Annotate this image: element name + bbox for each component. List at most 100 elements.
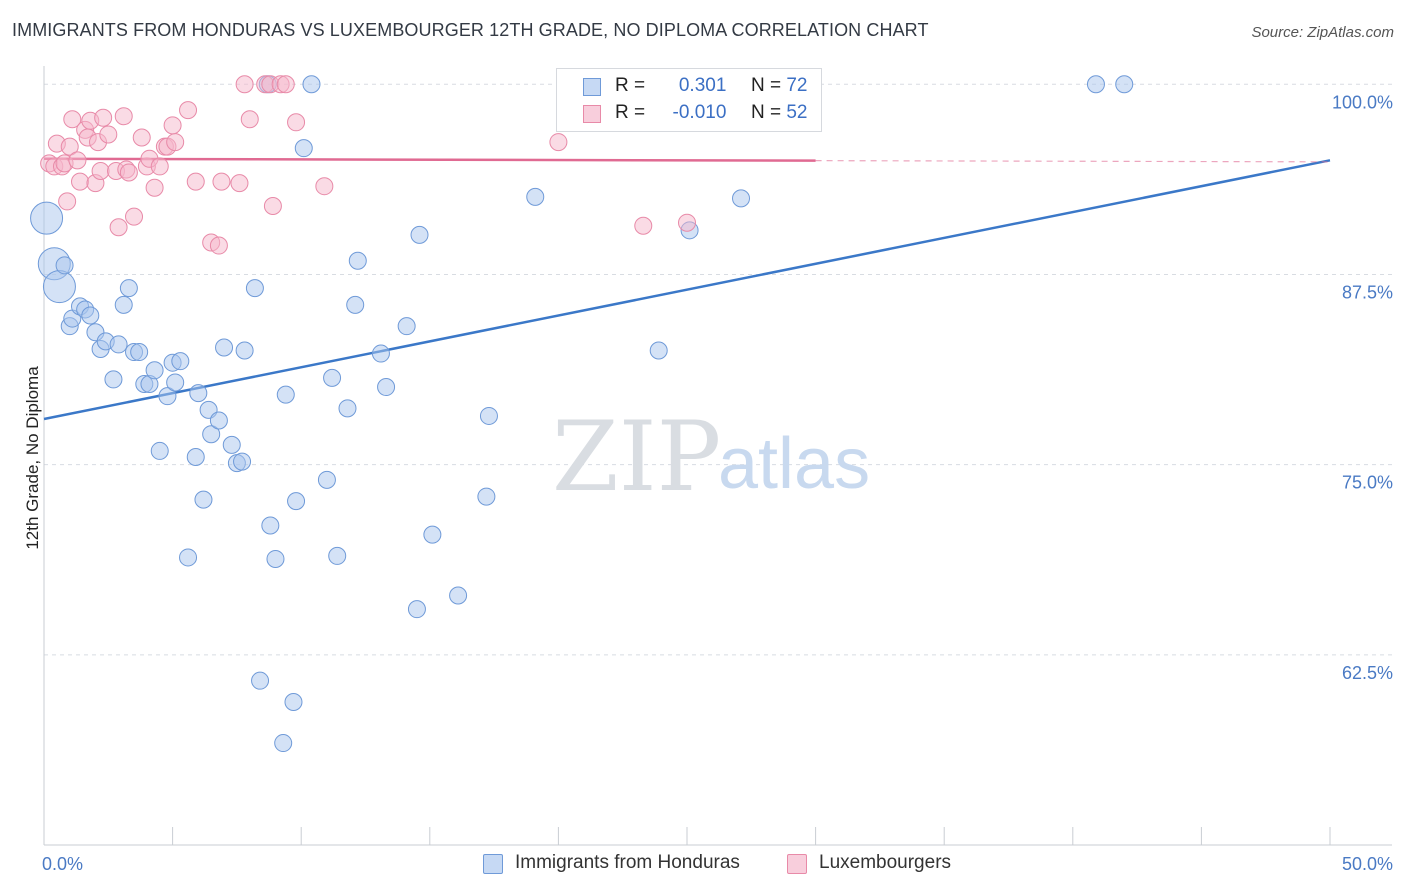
legend-label-honduras: Immigrants from Honduras <box>515 852 740 873</box>
point-honduras <box>423 525 442 544</box>
point-luxembourger <box>678 213 696 232</box>
point-honduras <box>145 361 164 380</box>
point-honduras <box>449 586 468 605</box>
point-honduras <box>171 352 190 371</box>
point-luxembourger <box>287 113 306 132</box>
watermark-atlas: atlas <box>718 424 870 504</box>
point-luxembourger <box>99 125 118 144</box>
point-honduras <box>302 75 321 94</box>
point-honduras <box>410 225 429 244</box>
point-luxembourger <box>109 218 128 237</box>
point-honduras <box>397 317 416 336</box>
chart-title: IMMIGRANTS FROM HONDURAS VS LUXEMBOURGER… <box>12 20 929 40</box>
legend-n-value: 52 <box>786 102 808 123</box>
point-honduras <box>274 734 293 753</box>
source-label: Source: ZipAtlas.com <box>1251 24 1394 41</box>
point-honduras <box>407 600 426 619</box>
legend-text-luxembourgers: R = -0.010 N = 52 <box>615 102 807 124</box>
legend-n-value: 72 <box>786 75 808 96</box>
legend-r-label: R = <box>615 75 646 96</box>
point-honduras <box>202 425 221 444</box>
grid-lines <box>44 83 1392 656</box>
point-luxembourger <box>71 172 90 191</box>
legend-n-label: N = <box>750 102 782 123</box>
watermark-zip: ZIP <box>552 401 721 513</box>
point-honduras <box>323 368 342 387</box>
y-axis-label: 12th Grade, No Diploma <box>23 366 42 550</box>
axes <box>43 66 1392 846</box>
point-luxembourger <box>549 133 568 152</box>
point-honduras <box>150 441 169 460</box>
point-honduras <box>166 373 185 392</box>
y-tick-label: 87.5% <box>1342 282 1393 302</box>
series-luxembourgers-points <box>40 75 751 255</box>
point-honduras <box>649 341 668 360</box>
series-honduras-points <box>30 75 1134 753</box>
point-honduras <box>266 549 285 568</box>
point-luxembourger <box>634 216 653 235</box>
point-luxembourger <box>63 110 82 129</box>
y-tick-label: 75.0% <box>1342 473 1393 493</box>
point-honduras <box>287 492 306 511</box>
point-honduras <box>377 378 396 397</box>
point-luxembourger <box>119 163 138 182</box>
point-honduras <box>477 487 496 506</box>
point-honduras <box>338 399 357 418</box>
legend-swatch-honduras <box>483 854 503 874</box>
point-honduras <box>55 256 74 275</box>
trend-lines <box>43 157 1331 421</box>
point-luxembourger <box>263 196 282 215</box>
point-luxembourger <box>209 236 228 255</box>
point-honduras <box>233 452 252 471</box>
point-luxembourger <box>125 207 144 226</box>
point-honduras <box>276 385 295 404</box>
legend-n-label: N = <box>750 75 782 96</box>
point-honduras <box>104 370 123 389</box>
point-honduras <box>732 189 751 208</box>
point-honduras <box>251 671 270 690</box>
point-honduras <box>328 546 347 565</box>
trend-line-honduras <box>43 159 1331 421</box>
legend-swatch-blue <box>583 78 601 96</box>
x-tick-labels: 0.0% 50.0% <box>42 854 1393 874</box>
point-honduras <box>30 201 64 235</box>
trend-line-luxembourgers <box>43 157 816 162</box>
y-tick-label: 100.0% <box>1332 92 1393 112</box>
point-luxembourger <box>315 177 334 196</box>
legend-label-luxembourgers: Luxembourgers <box>819 852 952 873</box>
legend-r-value: 0.301 <box>678 75 727 96</box>
point-honduras <box>42 270 76 304</box>
point-luxembourger <box>132 128 151 147</box>
point-honduras <box>371 344 390 363</box>
point-honduras <box>119 279 138 298</box>
point-honduras <box>235 341 254 360</box>
point-honduras <box>1115 75 1134 94</box>
correlation-legend: R = 0.301 N = 72 R = -0.010 N = 52 <box>556 68 822 132</box>
point-luxembourger <box>166 133 185 152</box>
point-honduras <box>222 435 241 454</box>
legend-swatch-luxembourgers <box>787 854 807 874</box>
point-luxembourger <box>276 75 295 94</box>
point-honduras <box>158 387 177 406</box>
y-tick-label: 62.5% <box>1342 663 1393 683</box>
point-honduras <box>109 335 128 354</box>
point-honduras <box>189 384 208 403</box>
y-tick-labels: 100.0% 87.5% 75.0% 62.5% <box>1332 92 1393 683</box>
point-luxembourger <box>60 137 79 156</box>
point-luxembourger <box>114 107 133 126</box>
point-luxembourger <box>212 172 231 191</box>
point-luxembourger <box>179 101 198 120</box>
point-honduras <box>526 187 545 206</box>
point-luxembourger <box>94 108 113 127</box>
point-honduras <box>1086 75 1105 94</box>
point-honduras <box>479 406 498 425</box>
point-luxembourger <box>240 110 259 129</box>
point-honduras <box>81 306 100 325</box>
point-honduras <box>346 295 365 314</box>
point-luxembourger <box>145 178 164 197</box>
legend-swatch-pink <box>583 105 601 123</box>
point-honduras <box>294 139 313 158</box>
point-honduras <box>186 448 205 467</box>
point-luxembourger <box>150 157 169 176</box>
legend-text-honduras: R = 0.301 N = 72 <box>615 75 807 97</box>
